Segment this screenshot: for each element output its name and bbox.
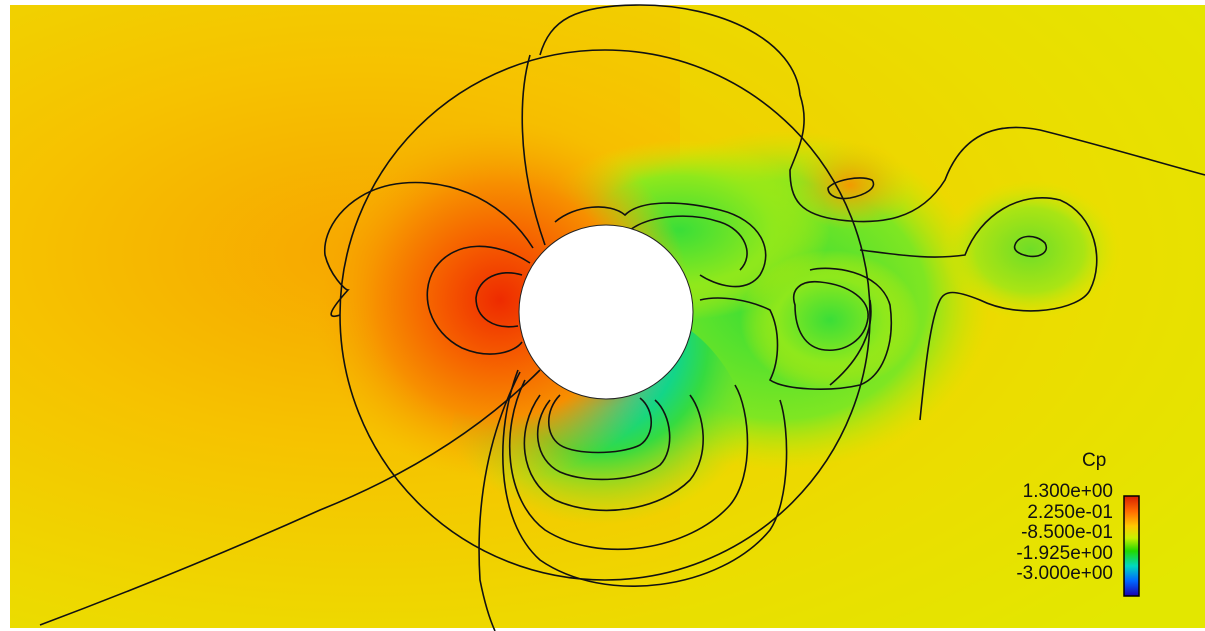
contour-left-diagonal bbox=[39, 369, 541, 626]
colorbar-fill bbox=[1123, 495, 1140, 597]
legend-tick-label: 1.300e+00 bbox=[1022, 481, 1113, 502]
contour-orange-island bbox=[827, 177, 875, 200]
legend-tick-label: -1.925e+00 bbox=[1016, 542, 1113, 564]
orange-island-region bbox=[790, 140, 910, 230]
legend-tick-labels: 1.300e+00 2.250e-01 -8.500e-01 -1.925e+0… bbox=[975, 481, 1113, 585]
contour-upper-green bbox=[554, 202, 767, 288]
legend-tick-label: -8.500e-01 bbox=[1021, 522, 1113, 543]
contour-upper-green-inner bbox=[629, 215, 748, 271]
contour-low-5 bbox=[502, 369, 788, 587]
contour-low-1 bbox=[548, 394, 653, 454]
contour-stag-inner bbox=[475, 271, 523, 328]
cylinder-body bbox=[518, 224, 694, 400]
contour-low-3 bbox=[523, 394, 704, 512]
contour-low-4 bbox=[508, 379, 749, 551]
contour-lines bbox=[39, 4, 1205, 631]
far-green-region bbox=[940, 180, 1120, 320]
contour-right-vertical bbox=[829, 299, 872, 386]
legend-title: Cp bbox=[1082, 450, 1107, 471]
contour-wake-loop bbox=[699, 267, 892, 390]
contour-upper-meridian bbox=[521, 54, 546, 246]
legend-tick-label: -3.000e+00 bbox=[1016, 563, 1113, 584]
contour-front-lobe bbox=[324, 181, 534, 317]
contour-right-band bbox=[859, 197, 1098, 421]
contour-far-loop bbox=[1013, 235, 1047, 258]
legend-tick-label: 2.250e-01 bbox=[1027, 501, 1113, 523]
right-green-region bbox=[740, 250, 920, 390]
contour-low-2 bbox=[536, 399, 671, 481]
contour-top-arc bbox=[539, 4, 1205, 223]
contour-right-green-loop bbox=[793, 280, 869, 351]
contour-lower-left bbox=[478, 371, 521, 631]
contour-stag-outer bbox=[426, 245, 531, 355]
